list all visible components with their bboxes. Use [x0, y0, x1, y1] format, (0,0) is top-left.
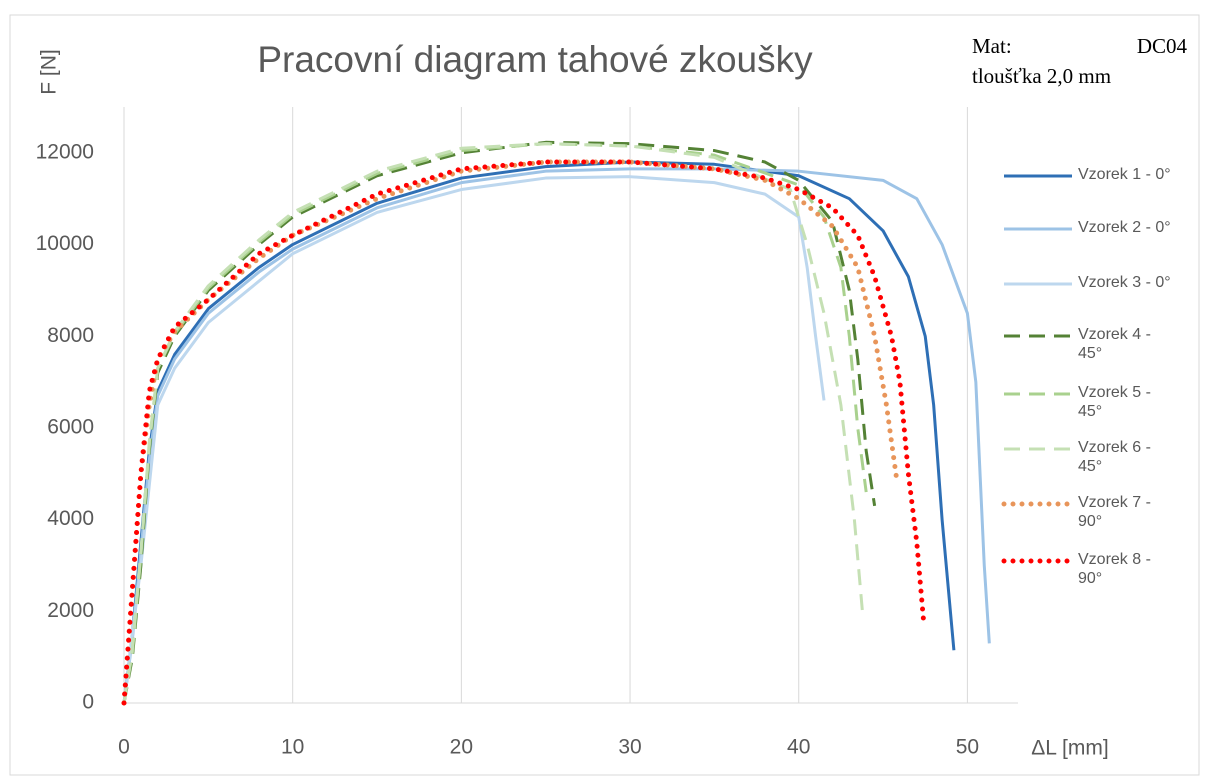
series-line — [122, 142, 868, 704]
legend-swatch — [1004, 227, 1072, 231]
legend-swatch — [1004, 447, 1072, 451]
legend-entry: Vzorek 3 - 0° — [1000, 273, 1175, 293]
legend-label: Vzorek 8 - 90° — [1078, 551, 1151, 587]
x-tick-label: 20 — [450, 736, 473, 759]
x-axis-label: ΔL [mm] — [1031, 737, 1108, 760]
y-axis-label: F [N] — [38, 49, 61, 95]
series-line — [122, 142, 865, 704]
x-tick-label: 30 — [618, 736, 641, 759]
legend-swatch — [1004, 334, 1072, 338]
annotation: tloušťka 2,0 mm — [972, 64, 1111, 88]
legend-entry: Vzorek 5 - 45° — [1000, 383, 1175, 421]
legend-label: Vzorek 6 - 45° — [1078, 439, 1151, 475]
legend-label: Vzorek 5 - 45° — [1078, 384, 1151, 420]
legend-label: Vzorek 3 - 0° — [1078, 274, 1171, 291]
legend-label: Vzorek 2 - 0° — [1078, 219, 1171, 236]
chart-frame — [9, 14, 1200, 776]
y-tick-label: 6000 — [47, 415, 94, 438]
series-line — [121, 159, 927, 706]
x-tick-label: 10 — [281, 736, 304, 759]
series-line — [122, 140, 877, 704]
y-tick-label: 4000 — [47, 507, 94, 530]
annotation: Mat: — [972, 34, 1012, 58]
legend-label: Vzorek 7 - 90° — [1078, 494, 1151, 530]
legend-entry: Vzorek 7 - 90° — [1000, 493, 1175, 531]
series-line — [122, 175, 826, 704]
legend-label: Vzorek 4 - 45° — [1078, 326, 1151, 362]
y-tick-label: 8000 — [47, 324, 94, 347]
legend-entry: Vzorek 8 - 90° — [1000, 550, 1175, 588]
legend-swatch — [1004, 392, 1072, 396]
series-line — [122, 160, 956, 704]
y-tick-label: 10000 — [36, 232, 94, 255]
legend-entry: Vzorek 1 - 0° — [1000, 165, 1175, 185]
x-tick-label: 40 — [787, 736, 810, 759]
y-tick-label: 2000 — [47, 599, 94, 622]
x-tick-label: 50 — [956, 736, 979, 759]
chart-title: Pracovní diagram tahové zkoušky — [257, 39, 813, 80]
x-tick-label: 0 — [118, 736, 130, 759]
y-tick-label: 0 — [82, 691, 94, 714]
annotation: DC04 — [1137, 34, 1188, 58]
legend-swatch — [1001, 501, 1074, 507]
legend-swatch — [1001, 558, 1074, 564]
y-tick-label: 12000 — [36, 140, 94, 163]
legend-swatch — [1004, 282, 1072, 286]
legend-entry: Vzorek 6 - 45° — [1000, 438, 1175, 476]
series-line — [122, 167, 991, 704]
series-line — [121, 159, 900, 706]
legend-entry: Vzorek 2 - 0° — [1000, 218, 1175, 238]
legend-label: Vzorek 1 - 0° — [1078, 166, 1171, 183]
legend-swatch — [1004, 174, 1072, 178]
legend-entry: Vzorek 4 - 45° — [1000, 325, 1175, 363]
